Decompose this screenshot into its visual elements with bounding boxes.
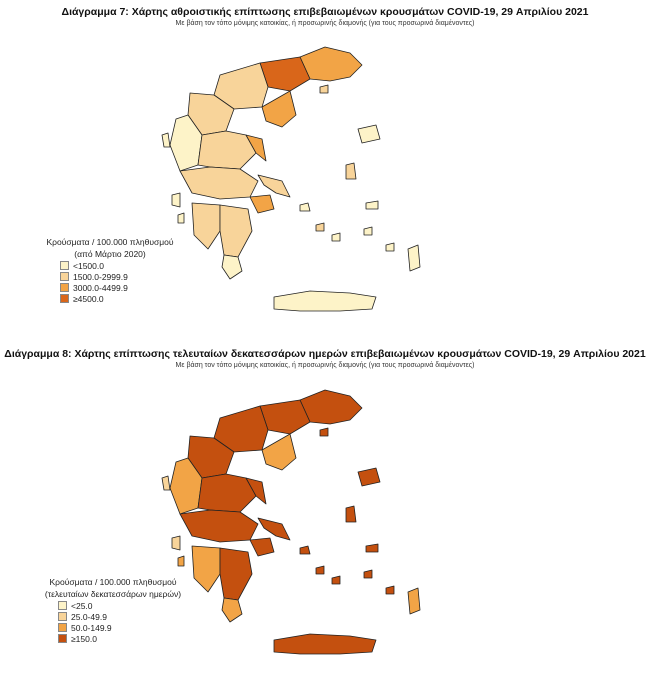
region-dodecanese-2 xyxy=(385,242,395,252)
legend-label: ≥150.0 xyxy=(71,633,97,644)
region-central-greece xyxy=(179,509,259,543)
region-zakynthos xyxy=(177,555,185,567)
map1-greece-choropleth xyxy=(161,46,421,312)
legend-label: <1500.0 xyxy=(73,260,104,271)
region-magnesia xyxy=(245,477,267,505)
map2-title: Διάγραμμα 8: Χάρτης επίπτωσης τελευταίων… xyxy=(4,348,646,360)
region-thessaly xyxy=(197,473,257,513)
region-attica xyxy=(249,537,275,557)
legend-swatch xyxy=(58,634,67,643)
region-cyclades-1 xyxy=(299,202,311,212)
region-thrace xyxy=(299,389,363,425)
region-chalkidiki xyxy=(261,433,297,471)
region-chios xyxy=(345,505,357,523)
region-thasos xyxy=(319,84,329,94)
map1-legend-item: ≥4500.0 xyxy=(60,293,190,304)
region-kefalonia xyxy=(171,535,181,551)
map1-legend-item: <1500.0 xyxy=(60,260,190,271)
region-crete xyxy=(273,633,377,655)
map2-legend-item: 25.0-49.9 xyxy=(58,611,198,622)
region-dodecanese-2 xyxy=(385,585,395,595)
region-dodecanese-1 xyxy=(363,569,373,579)
region-central-greece xyxy=(179,166,259,200)
map1-legend-subtitle: (από Μάρτιο 2020) xyxy=(74,249,146,259)
region-cyclades-2 xyxy=(315,565,325,575)
region-peloponnese-east xyxy=(219,547,253,601)
legend-swatch xyxy=(60,272,69,281)
map2-subtitle: Με βάση τον τόπο μόνιμης κατοικίας, ή πρ… xyxy=(175,362,475,369)
region-magnesia xyxy=(245,134,267,162)
region-samos xyxy=(365,543,379,553)
region-crete xyxy=(273,290,377,312)
map2-legend-subtitle: (τελευταίων δεκατεσσάρων ημερών) xyxy=(44,589,182,599)
legend-label: ≥4500.0 xyxy=(73,293,104,304)
legend-label: 3000.0-4499.9 xyxy=(73,282,128,293)
region-corfu xyxy=(161,475,171,491)
map2-greece-choropleth xyxy=(161,389,421,655)
map1-legend-item: 1500.0-2999.9 xyxy=(60,271,190,282)
region-cyclades-1 xyxy=(299,545,311,555)
region-rhodes xyxy=(407,587,421,615)
legend-label: <25.0 xyxy=(71,600,93,611)
legend-swatch xyxy=(58,623,67,632)
legend-swatch xyxy=(60,294,69,303)
region-peloponnese-east xyxy=(219,204,253,258)
legend-label: 50.0-149.9 xyxy=(71,622,112,633)
map2-legend-item: 50.0-149.9 xyxy=(58,622,198,633)
map1-legend-title: Κρούσματα / 100.000 πληθυσμού xyxy=(46,237,174,247)
map1-subtitle: Με βάση τον τόπο μόνιμης κατοικίας, ή πρ… xyxy=(175,20,475,27)
map2-legend: Κρούσματα / 100.000 πληθυσμού (τελευταίω… xyxy=(28,576,198,644)
region-thrace xyxy=(299,46,363,82)
region-lesvos xyxy=(357,467,381,487)
map2-legend-item: <25.0 xyxy=(58,600,198,611)
region-thessaly xyxy=(197,130,257,170)
map1-legend-item: 3000.0-4499.9 xyxy=(60,282,190,293)
map2-legend-title: Κρούσματα / 100.000 πληθυσμού xyxy=(49,577,177,587)
region-laconia xyxy=(221,254,243,280)
region-euboea xyxy=(257,174,291,198)
legend-label: 25.0-49.9 xyxy=(71,611,107,622)
map2-legend-item: ≥150.0 xyxy=(58,633,198,644)
legend-swatch xyxy=(58,612,67,621)
map1-legend: Κρούσματα / 100.000 πληθυσμού (από Μάρτι… xyxy=(30,236,190,304)
region-chios xyxy=(345,162,357,180)
region-rhodes xyxy=(407,244,421,272)
region-laconia xyxy=(221,597,243,623)
region-euboea xyxy=(257,517,291,541)
region-zakynthos xyxy=(177,212,185,224)
region-peloponnese-west xyxy=(191,545,221,593)
region-chalkidiki xyxy=(261,90,297,128)
legend-swatch xyxy=(60,261,69,270)
map1-title: Διάγραμμα 7: Χάρτης αθροιστικής επίπτωση… xyxy=(61,6,589,18)
region-kefalonia xyxy=(171,192,181,208)
region-peloponnese-west xyxy=(191,202,221,250)
region-cyclades-3 xyxy=(331,575,341,585)
region-thasos xyxy=(319,427,329,437)
region-attica xyxy=(249,194,275,214)
region-dodecanese-1 xyxy=(363,226,373,236)
region-cyclades-3 xyxy=(331,232,341,242)
region-lesvos xyxy=(357,124,381,144)
legend-label: 1500.0-2999.9 xyxy=(73,271,128,282)
legend-swatch xyxy=(60,283,69,292)
region-cyclades-2 xyxy=(315,222,325,232)
region-corfu xyxy=(161,132,171,148)
region-samos xyxy=(365,200,379,210)
legend-swatch xyxy=(58,601,67,610)
